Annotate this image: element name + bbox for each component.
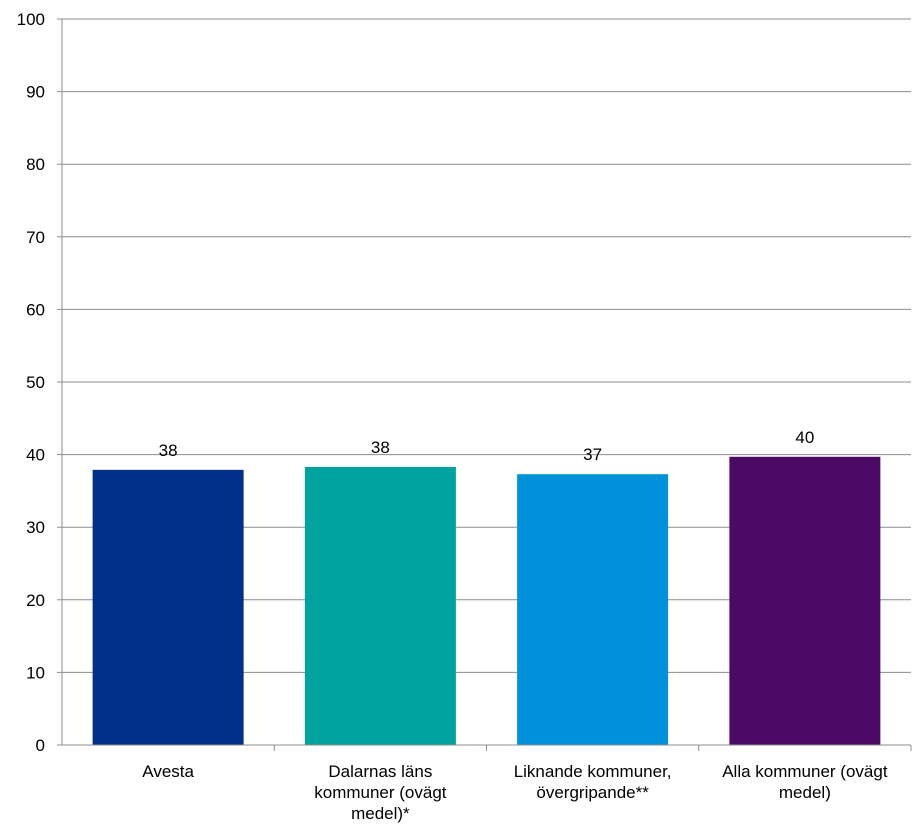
x-tick-label-line: medel) [779,783,831,802]
data-label: 38 [159,441,178,460]
x-tick-label: Liknande kommuner, övergripande** [514,762,672,802]
data-label: 40 [795,428,814,447]
bar [729,456,881,745]
y-tick-label: 100 [17,10,45,29]
y-tick-label: 50 [26,373,45,392]
y-tick-label: 10 [26,663,45,682]
y-tick-label: 0 [36,736,45,755]
y-tick-label: 40 [26,446,45,465]
data-label: 38 [371,438,390,457]
labels: 0 10 20 30 40 50 60 70 80 90 100 38 Avesta 38 Dalarnas… [17,10,888,823]
x-tick-label-line: kommuner (ovägt [314,783,447,802]
y-tick-label: 80 [26,155,45,174]
x-tick-label-line: övergripande** [536,783,649,802]
bar [92,469,244,745]
x-tick-label-line: Avesta [142,762,194,781]
x-tick-label: Alla kommuner (ovägt medel) [722,762,888,802]
y-tick-label: 20 [26,591,45,610]
x-tick-label: Avesta [142,762,194,781]
x-tick-label-line: Alla kommuner (ovägt [722,762,888,781]
x-tick-label-line: Dalarnas läns [328,762,432,781]
bar [304,466,456,745]
data-label: 37 [583,445,602,464]
y-tick-label: 70 [26,228,45,247]
x-tick-label: Dalarnas läns kommuner (ovägt medel)* [314,762,447,823]
bars [92,456,881,745]
y-tick-label: 90 [26,83,45,102]
bar [517,474,669,745]
y-tick-label: 60 [26,300,45,319]
y-tick-label: 30 [26,518,45,537]
x-tick-label-line: medel)* [351,804,410,823]
axes [57,18,912,751]
x-tick-label-line: Liknande kommuner, [514,762,672,781]
